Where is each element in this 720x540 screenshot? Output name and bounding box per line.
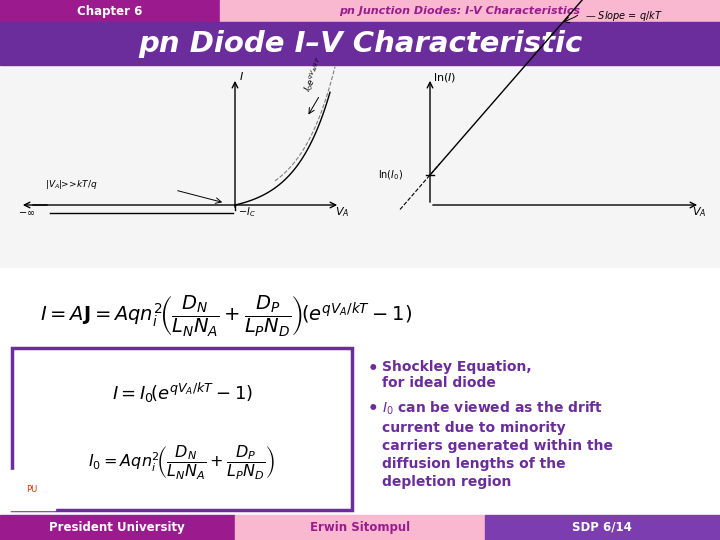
Bar <box>220 0 720 22</box>
Text: pn Diode I–V Characteristic: pn Diode I–V Characteristic <box>138 30 582 58</box>
Text: $I_0 = Aqn_i^2\!\left(\dfrac{D_N}{L_N N_A} + \dfrac{D_P}{L_P N_D}\right)$: $I_0 = Aqn_i^2\!\left(\dfrac{D_N}{L_N N_… <box>89 444 276 482</box>
Text: $\ln(I)$: $\ln(I)$ <box>433 71 456 84</box>
Text: $I_{0}e^{qV_A/kT}$: $I_{0}e^{qV_A/kT}$ <box>300 55 328 93</box>
Text: SDP 6/14: SDP 6/14 <box>572 521 632 534</box>
Text: Shockley Equation,: Shockley Equation, <box>382 360 531 374</box>
Text: •: • <box>368 360 379 378</box>
Text: •: • <box>368 400 379 418</box>
Text: $I = A\mathbf{J} = Aqn_i^2\!\left(\dfrac{D_N}{L_N N_A} + \dfrac{D_P}{L_P N_D}\ri: $I = A\mathbf{J} = Aqn_i^2\!\left(\dfrac… <box>40 293 412 338</box>
Bar <box>0 340 720 515</box>
Bar <box>235 515 485 540</box>
Text: $V_A$: $V_A$ <box>692 205 706 219</box>
Text: pn Junction Diodes: I-V Characteristics: pn Junction Diodes: I-V Characteristics <box>339 6 580 16</box>
Bar <box>0 268 720 343</box>
Text: $I_0$ can be viewed as the drift
current due to minority
carriers generated with: $I_0$ can be viewed as the drift current… <box>382 400 613 489</box>
Bar <box>0 65 720 275</box>
Text: for ideal diode: for ideal diode <box>382 376 496 390</box>
Bar <box>0 515 235 540</box>
Text: $-I_C$: $-I_C$ <box>238 205 256 219</box>
Text: $\ln(I_0)$: $\ln(I_0)$ <box>378 168 403 182</box>
Text: President University: President University <box>49 521 185 534</box>
Text: Chapter 6: Chapter 6 <box>77 4 143 17</box>
Bar <box>12 348 352 510</box>
Text: $-\infty$: $-\infty$ <box>18 207 35 217</box>
Text: $I$: $I$ <box>239 70 244 82</box>
Text: $V_A$: $V_A$ <box>335 205 349 219</box>
Bar <box>0 65 720 515</box>
Text: — Slope = $q/kT$: — Slope = $q/kT$ <box>585 9 663 23</box>
Bar <box>485 515 720 540</box>
Text: $I = I_0\!\left(e^{qV_A/kT} - 1\right)$: $I = I_0\!\left(e^{qV_A/kT} - 1\right)$ <box>112 381 253 405</box>
Text: PU: PU <box>27 485 37 495</box>
Text: $|V_A|\!\!>\!\!>\! kT/q$: $|V_A|\!\!>\!\!>\! kT/q$ <box>45 178 98 191</box>
Bar <box>0 0 220 22</box>
Bar <box>0 22 720 65</box>
Bar <box>10 470 55 510</box>
Text: Erwin Sitompul: Erwin Sitompul <box>310 521 410 534</box>
